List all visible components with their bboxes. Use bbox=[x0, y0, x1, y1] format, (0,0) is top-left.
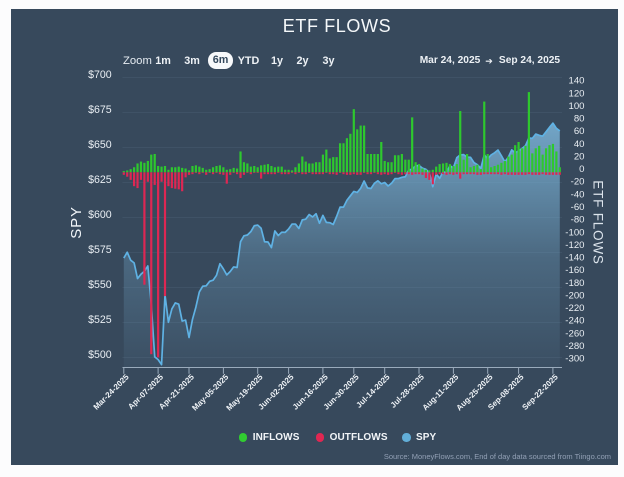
svg-text:$575: $575 bbox=[88, 244, 112, 256]
svg-text:-160: -160 bbox=[565, 265, 584, 276]
svg-text:-140: -140 bbox=[565, 253, 584, 264]
svg-text:140: 140 bbox=[568, 76, 584, 87]
svg-text:60: 60 bbox=[574, 126, 585, 137]
svg-text:-60: -60 bbox=[571, 202, 585, 213]
svg-text:-180: -180 bbox=[565, 278, 584, 289]
svg-text:-260: -260 bbox=[565, 328, 584, 339]
svg-text:-280: -280 bbox=[565, 341, 584, 352]
svg-text:-300: -300 bbox=[565, 354, 584, 365]
svg-text:Sep-22-2025: Sep-22-2025 bbox=[520, 372, 560, 412]
svg-text:40: 40 bbox=[574, 139, 585, 150]
svg-text:0: 0 bbox=[579, 164, 584, 175]
svg-text:$600: $600 bbox=[88, 209, 112, 221]
svg-text:-100: -100 bbox=[565, 227, 584, 238]
svg-text:-240: -240 bbox=[565, 316, 584, 327]
svg-text:$625: $625 bbox=[88, 174, 112, 186]
svg-text:SPY: SPY bbox=[68, 206, 85, 239]
svg-text:$650: $650 bbox=[88, 139, 112, 151]
svg-text:$550: $550 bbox=[88, 279, 112, 291]
svg-text:-80: -80 bbox=[571, 215, 585, 226]
svg-text:Mar-24-2025: Mar-24-2025 bbox=[92, 372, 131, 411]
svg-text:$700: $700 bbox=[88, 69, 112, 81]
svg-text:-20: -20 bbox=[571, 177, 585, 188]
svg-text:-220: -220 bbox=[565, 303, 584, 314]
svg-text:$500: $500 bbox=[88, 349, 112, 361]
svg-text:Jul-14-2025: Jul-14-2025 bbox=[354, 372, 392, 410]
svg-text:Jul-28-2025: Jul-28-2025 bbox=[389, 372, 427, 410]
svg-text:120: 120 bbox=[568, 88, 584, 99]
svg-text:-40: -40 bbox=[571, 189, 585, 200]
svg-text:20: 20 bbox=[574, 152, 585, 163]
svg-text:$675: $675 bbox=[88, 104, 112, 116]
svg-text:100: 100 bbox=[568, 101, 584, 112]
svg-text:-200: -200 bbox=[565, 290, 584, 301]
svg-text:$525: $525 bbox=[88, 314, 112, 326]
svg-text:80: 80 bbox=[574, 114, 585, 125]
svg-text:ETF FLOWS: ETF FLOWS bbox=[590, 180, 605, 264]
svg-text:-120: -120 bbox=[565, 240, 584, 251]
